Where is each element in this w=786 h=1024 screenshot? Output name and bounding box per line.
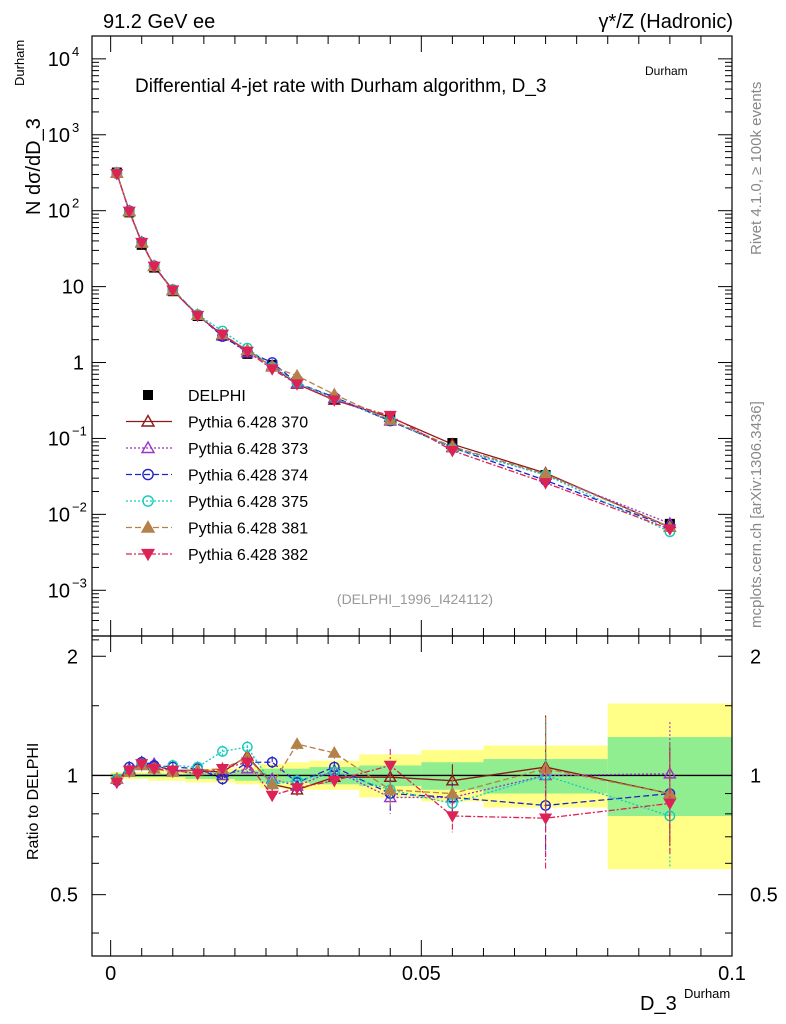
series-marker (215, 329, 230, 342)
ratio-marker (265, 777, 279, 790)
x-tick-label: 0.1 (718, 963, 746, 985)
x-tick-label: 0.05 (402, 963, 441, 985)
ratio-marker (266, 756, 278, 768)
y-tick-label: 10 (48, 125, 70, 147)
ratio-tick-label: 1 (67, 765, 78, 787)
ratio-y-axis-label: Ratio to DELPHI (25, 743, 42, 860)
series-marker (383, 410, 397, 423)
series-marker (110, 169, 124, 181)
legend: DELPHI Pythia 6.428 370 Pythia 6.428 373 Py… (126, 388, 308, 564)
ratio-marker (215, 763, 230, 776)
y-tick-label: 10 (48, 580, 70, 602)
x-axis-label-sup: Durham (684, 986, 730, 1001)
y-tick-label: 10 (48, 504, 70, 526)
legend-label: Pythia 6.428 382 (188, 547, 308, 564)
header-energy: 91.2 GeV ee (103, 11, 215, 33)
y-tick-label: 10 (48, 428, 70, 450)
analysis-watermark: (DELPHI_1996_I424112) (337, 591, 493, 607)
ratio-tick-label-right: 0.5 (750, 885, 778, 907)
ratio-tick-label-right: 1 (750, 765, 761, 787)
ratio-frame (91, 635, 733, 957)
ratio-marker (445, 811, 459, 823)
series-marker (265, 364, 279, 376)
x-tick-label: 0 (105, 963, 116, 985)
series-marker (191, 310, 205, 323)
ratio-marker (265, 790, 279, 803)
ratio-panel: 0 0.05 0.1 0.5 0.5 1 1 2 2 (50, 635, 778, 985)
y-tick-exponent: −1 (72, 423, 87, 438)
main-y-axis-label: N dσ/dD_3 (23, 118, 45, 215)
ratio-marker (327, 775, 341, 788)
ratio-marker (240, 761, 255, 774)
ratio-marker (110, 777, 124, 790)
main-frame (91, 35, 733, 637)
y-tick-label: 1 (73, 353, 84, 375)
ratio-marker (445, 786, 460, 799)
ratio-marker (217, 746, 228, 757)
series-marker (327, 395, 341, 407)
legend-marker (140, 548, 156, 562)
ratio-tick-label-right: 2 (750, 646, 761, 668)
ratio-marker (327, 746, 342, 758)
rivet-version-label: Rivet 4.1.0, ≥ 100k events (748, 82, 765, 255)
legend-label: Pythia 6.428 370 (188, 415, 308, 432)
ratio-marker (135, 759, 149, 771)
y-tick-exponent: 2 (72, 196, 79, 211)
y-tick-exponent: −3 (72, 575, 87, 590)
legend-label: Pythia 6.428 373 (188, 441, 308, 458)
legend-marker (140, 520, 156, 533)
plot-title-sup: Durham (645, 64, 688, 78)
series-line (116, 173, 671, 530)
series-marker (539, 478, 553, 490)
legend-label-data: DELPHI (188, 388, 246, 405)
legend-marker (142, 468, 154, 481)
x-axis-label: D_3 (640, 993, 677, 1015)
legend-label: Pythia 6.428 381 (188, 521, 308, 538)
legend-marker (142, 495, 154, 507)
ratio-marker (166, 765, 180, 778)
legend-marker-data (143, 390, 153, 400)
main-y-axis-label-sup: Durham (12, 40, 27, 86)
y-tick-label: 10 (48, 201, 70, 223)
legend-label: Pythia 6.428 375 (188, 494, 308, 511)
legend-marker (140, 440, 156, 454)
series-marker (290, 379, 304, 391)
ratio-tick-label: 0.5 (50, 885, 78, 907)
series-marker (135, 237, 149, 250)
ratio-marker (191, 769, 205, 781)
series-marker (166, 285, 180, 297)
ratio-marker (290, 783, 304, 795)
ratio-marker (290, 737, 304, 749)
ratio-marker (383, 760, 397, 773)
series-marker (663, 524, 677, 536)
series-marker (122, 206, 136, 219)
y-tick-exponent: −2 (72, 499, 87, 514)
series-marker (290, 368, 304, 381)
ratio-marker (383, 782, 397, 795)
ratio-marker (147, 763, 161, 776)
plot-title: Differential 4-jet rate with Durham algo… (135, 76, 547, 97)
y-tick-exponent: 3 (72, 120, 79, 135)
legend-label: Pythia 6.428 374 (188, 468, 308, 485)
mcplots-label: mcplots.cern.ch [arXiv:1306.3436] (748, 401, 765, 628)
header-process: γ*/Z (Hadronic) (599, 11, 733, 33)
ratio-marker (663, 798, 677, 811)
series-marker (147, 261, 161, 274)
series-marker (445, 445, 459, 458)
y-tick-exponent: 4 (72, 44, 79, 59)
y-tick-label: 10 (48, 49, 70, 71)
ratio-series-line (116, 761, 670, 819)
series-marker (240, 346, 254, 359)
y-tick-label: 10 (62, 277, 84, 299)
ratio-marker (122, 765, 136, 778)
ratio-tick-label: 2 (67, 646, 78, 668)
ratio-marker (539, 813, 553, 825)
ratio-marker (240, 757, 254, 769)
legend-marker (140, 414, 156, 427)
